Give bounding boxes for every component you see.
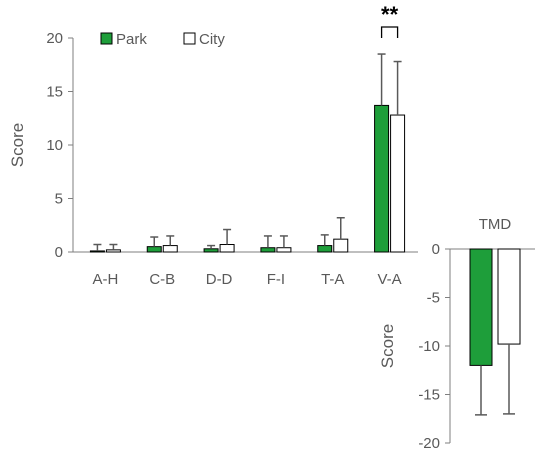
- x-tick-label: A-H: [92, 271, 118, 288]
- bar-city-f-i: [276, 247, 292, 253]
- legend-label-city: City: [199, 31, 225, 48]
- bar-park-v-a: [374, 104, 390, 253]
- x-tick-label: T-A: [321, 271, 344, 288]
- y-tick-label: 5: [55, 191, 63, 208]
- bar-park-t-a: [317, 245, 333, 253]
- bar-park-f-i: [260, 247, 276, 253]
- tmd-bar-city: [497, 248, 521, 345]
- y-axis-label: Score: [8, 123, 27, 167]
- bar-city-t-a: [333, 238, 349, 253]
- bar-city-c-b: [162, 245, 178, 253]
- bar-city-a-h: [105, 249, 121, 253]
- tmd-y-tick-label: -20: [418, 435, 440, 452]
- y-tick-label: 20: [46, 30, 63, 47]
- legend-swatch-park: [100, 32, 113, 45]
- tmd-y-tick-label: 0: [432, 241, 440, 258]
- x-tick-label: F-I: [267, 271, 285, 288]
- legend-label-park: Park: [116, 31, 147, 48]
- bar-park-a-h: [89, 250, 105, 253]
- y-tick-label: 0: [55, 244, 63, 261]
- bar-city-d-d: [219, 244, 235, 253]
- tmd-chart: 0 -5 -10 -15 -20 Score TMD: [378, 216, 535, 452]
- y-tick-label: 10: [46, 137, 63, 154]
- bar-park-c-b: [146, 246, 162, 253]
- legend-swatch-city: [183, 32, 196, 45]
- x-tick-label: V-A: [377, 271, 401, 288]
- x-tick-label: D-D: [206, 271, 233, 288]
- tmd-y-tick-label: -10: [418, 338, 440, 355]
- significance-label: **: [381, 2, 399, 27]
- main-chart: 0 5 10 15 20 Score A-H C-B D-D F-I T-A V-A ** Park Cit…: [8, 2, 418, 288]
- bar-park-d-d: [203, 248, 219, 253]
- tmd-title: TMD: [479, 216, 512, 233]
- tmd-y-tick-label: -5: [427, 290, 440, 307]
- tmd-y-axis-label: Score: [378, 324, 397, 368]
- y-tick-label: 15: [46, 84, 63, 101]
- tmd-bar-park: [469, 248, 493, 366]
- x-tick-label: C-B: [149, 271, 175, 288]
- bar-city-v-a: [390, 114, 406, 253]
- tmd-y-tick-label: -15: [418, 387, 440, 404]
- significance-bracket: [380, 26, 399, 38]
